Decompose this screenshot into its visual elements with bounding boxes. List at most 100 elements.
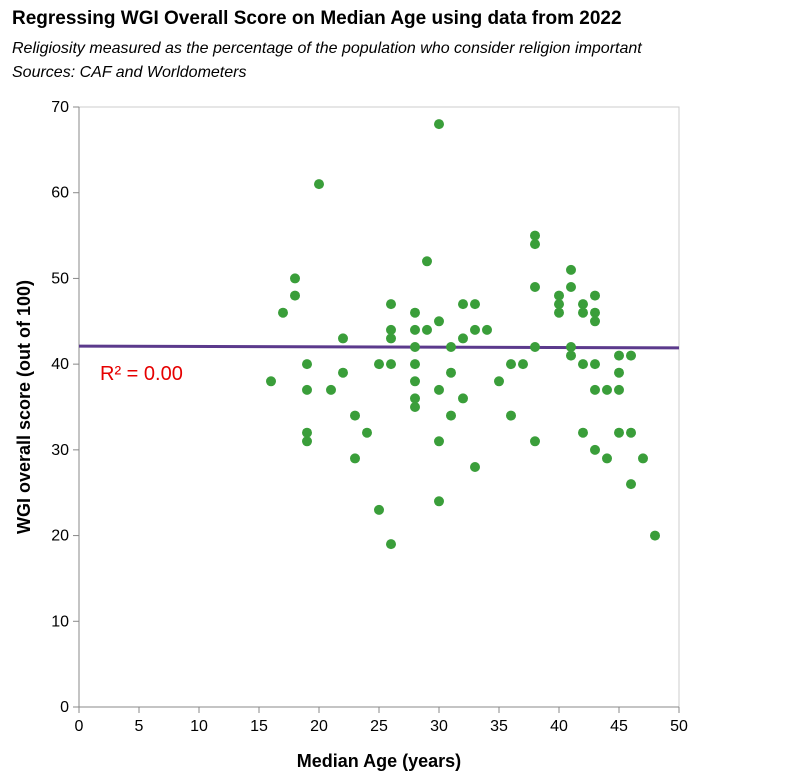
x-tick-label: 15 — [250, 718, 268, 735]
data-point — [302, 359, 312, 370]
data-point — [374, 359, 384, 370]
data-point — [530, 436, 540, 447]
data-point — [458, 333, 468, 344]
data-points — [266, 119, 660, 550]
data-point — [410, 307, 420, 318]
x-tick-label: 50 — [670, 718, 688, 735]
data-point — [470, 324, 480, 335]
data-point — [506, 359, 516, 370]
data-point — [434, 384, 444, 395]
x-tick-label: 0 — [75, 718, 84, 735]
data-point — [386, 539, 396, 550]
data-point — [590, 307, 600, 318]
y-tick-label: 40 — [51, 356, 69, 373]
data-point — [266, 376, 276, 387]
y-tick-label: 20 — [51, 528, 69, 545]
r-squared-annotation: R² = 0.00 — [100, 363, 183, 385]
data-point — [602, 384, 612, 395]
data-point — [410, 376, 420, 387]
data-point — [614, 367, 624, 378]
data-point — [422, 324, 432, 335]
y-axis-title: WGI overall score (out of 100) — [14, 280, 34, 534]
data-point — [458, 393, 468, 404]
data-point — [338, 367, 348, 378]
y-tick-label: 60 — [51, 185, 69, 202]
y-tick-label: 0 — [60, 699, 69, 716]
data-point — [314, 179, 324, 190]
y-axis: 0 10 20 30 40 50 60 70 — [51, 99, 80, 716]
chart-subtitle-sources: Sources: CAF and Worldometers — [12, 64, 247, 81]
data-point — [302, 384, 312, 395]
data-point — [374, 504, 384, 515]
data-point — [410, 342, 420, 352]
data-point — [446, 342, 456, 352]
data-point — [290, 273, 300, 284]
data-point — [410, 359, 420, 370]
data-point — [446, 367, 456, 378]
data-point — [506, 410, 516, 421]
data-point — [554, 299, 564, 310]
data-point — [530, 239, 540, 250]
data-point — [626, 350, 636, 361]
data-point — [326, 384, 336, 395]
data-point — [578, 359, 588, 370]
plot-frame — [78, 106, 680, 708]
data-point — [410, 402, 420, 412]
data-point — [290, 290, 300, 301]
data-point — [386, 324, 396, 335]
data-point — [278, 307, 288, 318]
data-point — [590, 316, 600, 327]
x-tick-label: 25 — [370, 718, 388, 735]
x-tick-label: 5 — [135, 718, 144, 735]
data-point — [386, 333, 396, 344]
x-tick-label: 40 — [550, 718, 568, 735]
data-point — [302, 427, 312, 438]
x-tick-label: 20 — [310, 718, 328, 735]
x-axis: 0 5 10 15 20 25 30 35 40 45 50 — [75, 706, 688, 735]
data-point — [350, 410, 360, 421]
data-point — [518, 359, 528, 370]
data-point — [626, 427, 636, 438]
data-point — [386, 299, 396, 310]
data-point — [530, 342, 540, 352]
data-point — [410, 393, 420, 404]
data-point — [554, 290, 564, 301]
data-point — [338, 333, 348, 344]
data-point — [590, 290, 600, 301]
x-axis-title: Median Age (years) — [297, 751, 461, 771]
x-tick-label: 35 — [490, 718, 508, 735]
data-point — [614, 427, 624, 438]
data-point — [614, 384, 624, 395]
data-point — [350, 453, 360, 464]
x-tick-label: 30 — [430, 718, 448, 735]
data-point — [590, 359, 600, 370]
data-point — [494, 376, 504, 387]
data-point — [446, 410, 456, 421]
chart-title: Regressing WGI Overall Score on Median A… — [12, 8, 622, 29]
data-point — [422, 256, 432, 267]
x-tick-label: 10 — [190, 718, 208, 735]
data-point — [602, 453, 612, 464]
data-point — [458, 299, 468, 310]
data-point — [410, 324, 420, 335]
data-point — [434, 316, 444, 327]
data-point — [362, 427, 372, 438]
y-tick-label: 30 — [51, 442, 69, 459]
data-point — [590, 384, 600, 395]
data-point — [650, 530, 660, 541]
data-point — [470, 462, 480, 472]
data-point — [554, 307, 564, 318]
data-point — [590, 444, 600, 455]
data-point — [566, 350, 576, 361]
y-tick-label: 10 — [51, 613, 69, 630]
data-point — [578, 427, 588, 438]
data-point — [614, 350, 624, 361]
data-point — [302, 436, 312, 447]
data-point — [434, 496, 444, 507]
data-point — [578, 299, 588, 310]
data-point — [638, 453, 648, 464]
regression-line — [78, 344, 680, 350]
data-point — [434, 436, 444, 447]
data-point — [470, 299, 480, 310]
